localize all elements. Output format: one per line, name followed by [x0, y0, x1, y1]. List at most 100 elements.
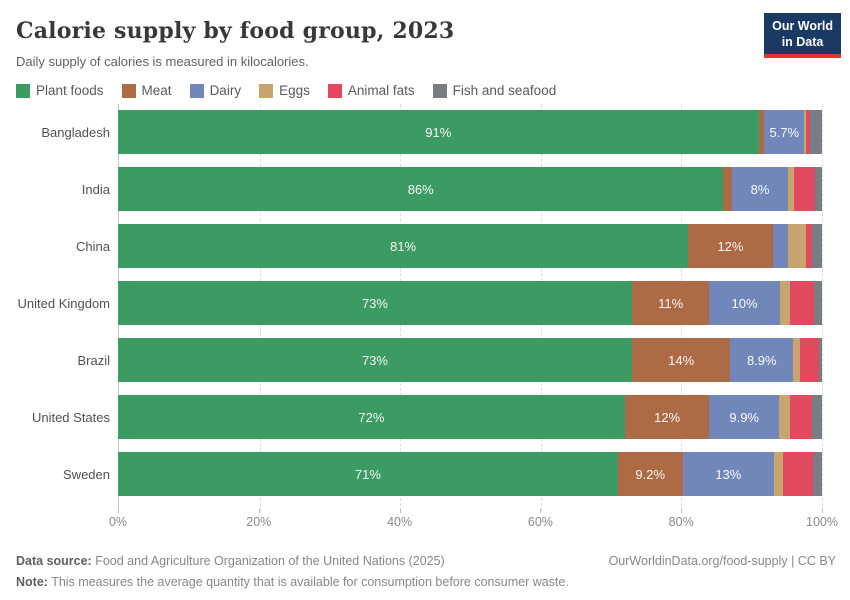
axis-tick-label: 0% — [108, 515, 128, 529]
datasource-line: Data source: Food and Agriculture Organi… — [16, 551, 445, 572]
legend-swatch-icon — [327, 83, 342, 98]
segment-value-label: 13% — [715, 466, 742, 482]
bar-segment-dairy[interactable]: 10% — [709, 281, 780, 325]
legend-swatch-icon — [121, 83, 136, 98]
segment-value-label: 8% — [750, 181, 770, 197]
segment-value-label: 91% — [425, 124, 452, 140]
legend-item-plant-foods[interactable]: Plant foods — [16, 83, 104, 98]
bar-segment-meat[interactable]: 12% — [688, 224, 773, 268]
country-label: Sweden — [63, 466, 110, 482]
bar-segment-dairy[interactable]: 8.9% — [730, 338, 794, 382]
bar-segment-plant-foods[interactable]: 73% — [118, 281, 632, 325]
legend-item-dairy[interactable]: Dairy — [189, 83, 241, 98]
country-label: Brazil — [77, 352, 110, 368]
bar-segment-eggs[interactable] — [774, 452, 783, 496]
bar-segment-meat[interactable]: 12% — [624, 395, 710, 439]
legend-label: Fish and seafood — [452, 83, 557, 98]
page-title: Calorie supply by food group, 2023 — [16, 18, 455, 44]
bar-segment-plant-foods[interactable]: 81% — [118, 224, 689, 268]
bar-segment-meat[interactable]: 14% — [631, 338, 731, 382]
bar-segment-dairy[interactable] — [772, 224, 789, 268]
bar-row-united-states: United States 72% 12% 9.9% — [16, 395, 836, 439]
bar-segment-meat[interactable]: 9.2% — [617, 452, 683, 496]
bar-segment-eggs[interactable] — [788, 224, 807, 268]
segment-value-label: 14% — [668, 352, 695, 368]
segment-value-label: 81% — [390, 238, 417, 254]
bar-segment-plant-foods[interactable]: 91% — [118, 110, 759, 154]
gridline-100 — [822, 104, 823, 511]
note-label: Note: — [16, 575, 48, 590]
bar-track: 81% 12% — [118, 224, 822, 268]
datasource-text: Food and Agriculture Organization of the… — [91, 554, 445, 568]
legend-swatch-icon — [16, 83, 30, 98]
bar-track: 86% 8% — [118, 167, 822, 211]
legend-item-meat[interactable]: Meat — [121, 83, 172, 98]
country-label: China — [76, 238, 110, 254]
bar-segment-eggs[interactable] — [779, 281, 790, 325]
segment-value-label: 11% — [658, 295, 684, 311]
bar-segment-dairy[interactable]: 5.7% — [764, 110, 805, 154]
bar-segment-fish-and-seafood[interactable] — [810, 110, 822, 154]
country-label: Bangladesh — [41, 124, 110, 140]
bar-segment-animal-fats[interactable] — [789, 395, 813, 439]
bar-segment-dairy[interactable]: 9.9% — [709, 395, 780, 439]
bar-segment-plant-foods[interactable]: 86% — [118, 167, 724, 211]
bar-segment-animal-fats[interactable] — [782, 452, 813, 496]
segment-value-label: 5.7% — [769, 124, 800, 140]
bar-row-united-kingdom: United Kingdom 73% 11% 10% — [16, 281, 836, 325]
axis-tick-label: 80% — [668, 515, 694, 529]
axis-tick — [822, 509, 823, 513]
note-text: This measures the average quantity that … — [47, 575, 569, 590]
footer: Data source: Food and Agriculture Organi… — [16, 551, 836, 594]
owid-logo[interactable]: Our World in Data — [764, 13, 841, 58]
bar-segment-fish-and-seafood[interactable] — [819, 338, 822, 382]
bar-segment-plant-foods[interactable]: 71% — [118, 452, 618, 496]
bar-segment-eggs[interactable] — [804, 110, 807, 154]
bar-segment-dairy[interactable]: 8% — [731, 167, 789, 211]
axis-tick-label: 60% — [527, 515, 553, 529]
bar-segment-fish-and-seafood[interactable] — [812, 452, 822, 496]
bar-segment-eggs[interactable] — [788, 167, 794, 211]
note-line: Note: This measures the average quantity… — [16, 572, 836, 593]
segment-value-label: 86% — [407, 181, 434, 197]
legend-label: Eggs — [279, 83, 310, 98]
bar-segment-animal-fats[interactable] — [806, 110, 810, 154]
bar-segment-fish-and-seafood[interactable] — [814, 167, 822, 211]
bar-segment-animal-fats[interactable] — [789, 281, 814, 325]
segment-value-label: 10% — [731, 295, 758, 311]
bar-row-brazil: Brazil 73% 14% 8.9% — [16, 338, 836, 382]
bar-segment-meat[interactable] — [758, 110, 765, 154]
bar-segment-animal-fats[interactable] — [800, 338, 820, 382]
segment-value-label: 71% — [354, 466, 381, 482]
x-axis: 0% 20% 40% 60% 80% 100% — [109, 509, 838, 533]
bar-row-india: India 86% 8% — [16, 167, 836, 211]
bar-segment-plant-foods[interactable]: 72% — [118, 395, 625, 439]
owid-logo-line1: Our World — [772, 19, 833, 33]
bar-segment-fish-and-seafood[interactable] — [812, 224, 822, 268]
legend-swatch-icon — [259, 83, 274, 98]
credit-link[interactable]: OurWorldinData.org/food-supply | CC BY — [608, 554, 836, 568]
bar-segment-animal-fats[interactable] — [793, 167, 815, 211]
bar-row-china: China 81% 12% — [16, 224, 836, 268]
legend-swatch-icon — [189, 83, 204, 98]
legend-label: Meat — [141, 83, 172, 98]
bar-track: 73% 14% 8.9% — [118, 338, 822, 382]
bar-segment-animal-fats[interactable] — [806, 224, 813, 268]
bar-segment-meat[interactable]: 11% — [631, 281, 710, 325]
bar-track: 72% 12% 9.9% — [118, 395, 822, 439]
bar-segment-eggs[interactable] — [793, 338, 801, 382]
bar-segment-fish-and-seafood[interactable] — [813, 281, 822, 325]
legend-item-fish-and-seafood[interactable]: Fish and seafood — [432, 83, 557, 98]
axis-tick-label: 40% — [387, 515, 413, 529]
country-label: United Kingdom — [17, 295, 111, 311]
bar-segment-plant-foods[interactable]: 73% — [118, 338, 632, 382]
bar-segment-dairy[interactable]: 13% — [682, 452, 775, 496]
bar-segment-meat[interactable] — [723, 167, 732, 211]
legend-item-eggs[interactable]: Eggs — [259, 83, 310, 98]
legend-item-animal-fats[interactable]: Animal fats — [327, 83, 415, 98]
axis-tick-label: 100% — [806, 515, 838, 529]
bar-segment-fish-and-seafood[interactable] — [812, 395, 822, 439]
bar-segment-eggs[interactable] — [779, 395, 790, 439]
datasource-label: Data source: — [16, 554, 92, 568]
stacked-bar-chart: Bangladesh 91% 5.7% India 86% 8% China 81% 12% Un… — [16, 104, 838, 533]
